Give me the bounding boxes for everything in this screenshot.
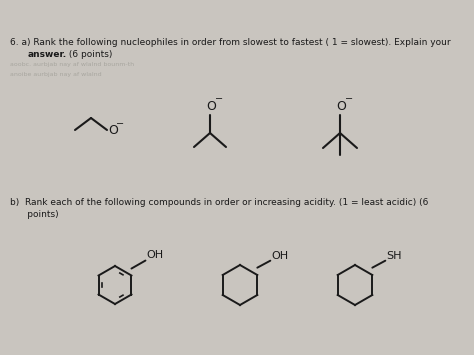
- Text: OH: OH: [146, 250, 164, 260]
- Text: (6 points): (6 points): [66, 50, 112, 59]
- Text: SH: SH: [386, 251, 402, 261]
- Text: −: −: [345, 94, 353, 104]
- Text: −: −: [116, 119, 124, 129]
- Text: answer.: answer.: [28, 50, 67, 59]
- Text: aoobc. aurbjab nay af wlalnd bounm-th: aoobc. aurbjab nay af wlalnd bounm-th: [10, 62, 134, 67]
- Text: 6. a) Rank the following nucleophiles in order from slowest to fastest ( 1 = slo: 6. a) Rank the following nucleophiles in…: [10, 38, 451, 47]
- Text: O: O: [336, 100, 346, 114]
- Text: O: O: [108, 125, 118, 137]
- Text: anoibe aurbjab nay af wlalnd: anoibe aurbjab nay af wlalnd: [10, 72, 101, 77]
- Text: points): points): [10, 210, 59, 219]
- Text: OH: OH: [271, 251, 289, 261]
- Text: O: O: [206, 100, 216, 114]
- Text: −: −: [215, 94, 223, 104]
- Text: b)  Rank each of the following compounds in order or increasing acidity. (1 = le: b) Rank each of the following compounds …: [10, 198, 428, 207]
